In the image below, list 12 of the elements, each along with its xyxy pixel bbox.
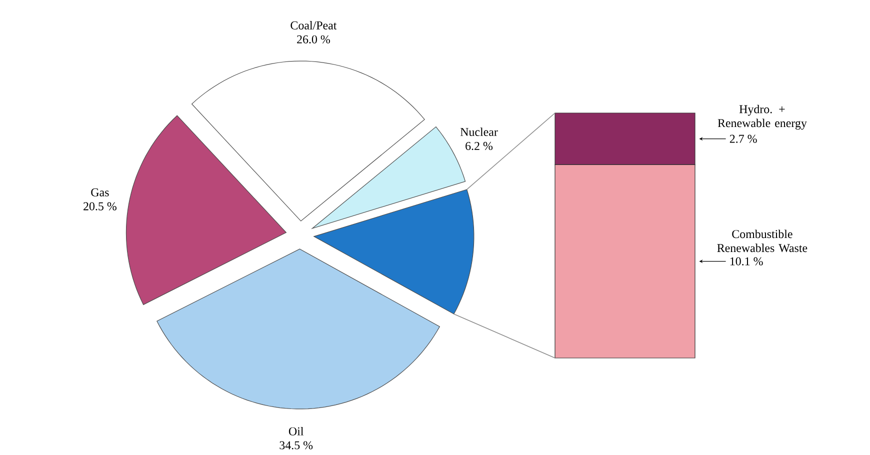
data-label: 2.7 % — [730, 134, 757, 143]
slice-label: Oil — [288, 426, 304, 436]
data-label: 6.2 % — [466, 142, 493, 150]
slice-label: Coal/Peat — [290, 21, 337, 30]
series-label: Hydro. + Renewable energy — [718, 104, 807, 130]
data-label: 34.5 % — [280, 441, 313, 450]
slice-label: Gas — [91, 188, 109, 196]
slice-label: Nuclear — [460, 128, 498, 136]
data-label: 26.0 % — [297, 35, 330, 44]
series-label: Combustible Renewables Waste — [717, 230, 808, 252]
data-label: 10.1 % — [730, 257, 763, 266]
data-label: 20.5 % — [84, 202, 116, 210]
